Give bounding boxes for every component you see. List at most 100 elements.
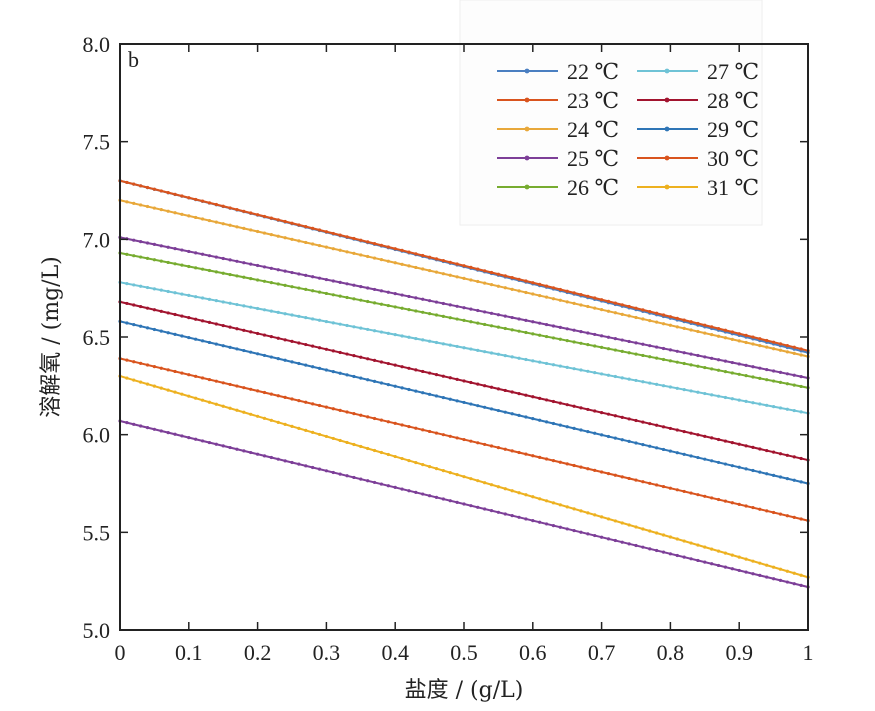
data-point <box>476 479 480 483</box>
data-point <box>648 547 652 551</box>
data-point <box>352 442 356 447</box>
data-point <box>276 234 280 238</box>
data-point <box>668 323 673 327</box>
data-point <box>214 402 218 406</box>
data-point <box>139 424 143 428</box>
data-point <box>593 344 597 348</box>
data-point <box>538 396 542 400</box>
data-point <box>772 450 776 454</box>
data-point <box>751 375 755 379</box>
data-point <box>228 301 232 305</box>
data-point <box>386 245 390 249</box>
data-point <box>434 270 439 274</box>
data-point <box>345 295 349 300</box>
data-point <box>785 382 789 386</box>
data-point <box>503 353 507 358</box>
data-point <box>221 222 225 226</box>
data-point <box>524 330 528 335</box>
data-point <box>214 342 218 346</box>
data-point <box>297 399 301 403</box>
data-point <box>778 342 783 346</box>
data-point <box>338 438 342 443</box>
data-point <box>262 390 267 395</box>
data-point <box>489 324 494 328</box>
data-point <box>606 335 611 339</box>
x-axis-title: 盐度 / (g/L) <box>405 678 524 703</box>
data-point <box>744 363 748 367</box>
data-point <box>655 356 659 360</box>
legend-item: 29 ℃ <box>637 117 759 142</box>
data-point <box>572 301 576 306</box>
data-point <box>421 267 425 271</box>
data-point <box>187 394 191 398</box>
data-point <box>716 437 721 442</box>
data-point <box>200 319 205 323</box>
data-point <box>359 444 363 449</box>
legend-item: 27 ℃ <box>637 59 759 84</box>
data-point <box>606 537 611 541</box>
data-point <box>180 334 184 338</box>
data-point <box>132 254 136 258</box>
data-point <box>256 278 260 282</box>
data-point <box>579 406 583 410</box>
data-point <box>737 555 741 559</box>
data-point <box>125 200 129 204</box>
data-point <box>483 322 487 327</box>
data-point <box>331 370 335 374</box>
data-point <box>531 292 535 296</box>
series-3 <box>118 198 810 359</box>
data-point <box>641 353 645 358</box>
data-point <box>799 410 803 414</box>
axis-ticks: 0 0.1 0.2 0.3 0.4 0.5 0.6 0.7 0.8 0.9 1 5.0 5.5 6.0 6.… <box>83 32 814 665</box>
data-point <box>400 487 404 491</box>
data-point <box>331 279 335 283</box>
data-point <box>324 245 328 249</box>
data-point <box>668 535 673 539</box>
data-point <box>359 413 363 417</box>
data-point <box>627 377 631 381</box>
legend-item: 26 ℃ <box>497 175 619 200</box>
data-point <box>200 398 205 402</box>
data-point <box>524 357 528 362</box>
data-point <box>386 259 390 263</box>
legend-label: 25 ℃ <box>567 146 619 171</box>
x-tick-label: 0.6 <box>519 640 547 665</box>
legend-item: 30 ℃ <box>637 146 759 171</box>
data-point <box>641 442 645 447</box>
series-4 <box>118 235 810 380</box>
data-point <box>187 264 191 269</box>
data-point <box>675 537 679 541</box>
data-point <box>448 499 452 503</box>
data-point <box>304 273 308 277</box>
series-10 <box>118 374 810 579</box>
data-point <box>366 479 370 483</box>
data-point <box>448 434 452 438</box>
data-point <box>682 539 686 543</box>
data-point <box>538 333 542 337</box>
data-point <box>228 445 232 450</box>
data-point <box>483 310 487 314</box>
data-point <box>483 350 487 354</box>
data-point <box>366 327 370 332</box>
data-point <box>455 377 459 381</box>
data-point <box>799 573 803 577</box>
data-point <box>407 335 411 339</box>
data-point <box>372 301 377 305</box>
data-point <box>627 351 631 355</box>
data-point <box>290 424 294 428</box>
data-point <box>455 317 459 321</box>
data-point <box>228 206 232 210</box>
data-point <box>675 316 679 320</box>
data-point <box>359 326 363 330</box>
data-point <box>730 567 734 571</box>
data-point <box>544 457 549 461</box>
data-point <box>716 358 721 362</box>
data-point <box>531 417 535 421</box>
data-point <box>634 478 638 482</box>
data-point <box>166 245 170 249</box>
data-point <box>345 250 349 254</box>
data-point <box>366 299 370 304</box>
data-point <box>689 491 693 495</box>
data-point <box>703 323 707 327</box>
